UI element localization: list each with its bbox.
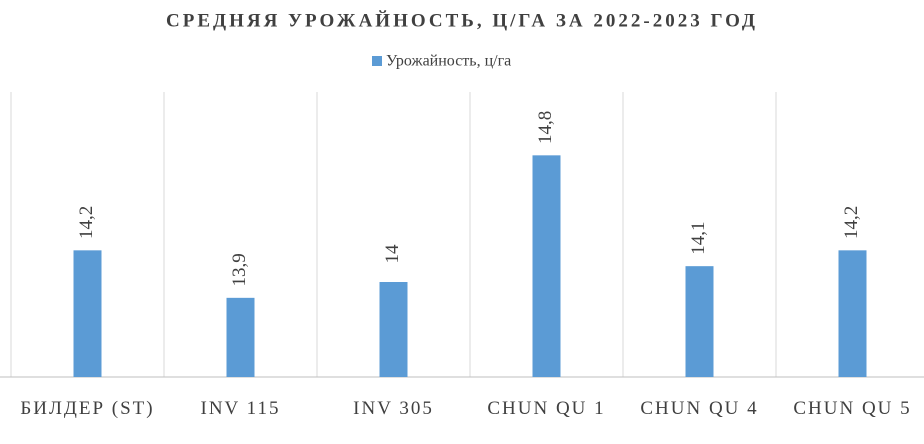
- bar: [73, 250, 102, 377]
- bar: [685, 266, 714, 377]
- data-label: 14,8: [535, 111, 556, 144]
- bar: [226, 297, 255, 377]
- data-label: 14,1: [688, 222, 709, 255]
- bar: [532, 155, 561, 377]
- x-tick-label: БИЛДЕР (ST): [20, 398, 155, 419]
- data-label: 14,2: [841, 206, 862, 239]
- legend-label: Урожайность, ц/га: [386, 53, 511, 70]
- x-tick-label: CHUN QU 1: [487, 398, 606, 419]
- data-label: 14: [382, 244, 403, 264]
- x-tick-label: CHUN QU 4: [640, 398, 759, 419]
- chart-title: СРЕДНЯЯ УРОЖАЙНОСТЬ, Ц/ГА ЗА 2022-2023 Г…: [166, 9, 758, 31]
- bar: [838, 250, 867, 377]
- x-tick-label: INV 305: [353, 398, 434, 419]
- legend-swatch: [372, 56, 382, 66]
- data-label: 14,2: [76, 206, 97, 239]
- x-tick-label: INV 115: [200, 398, 281, 419]
- x-tick-label: CHUN QU 5: [793, 398, 912, 419]
- data-label: 13,9: [229, 253, 250, 286]
- bar: [379, 282, 408, 377]
